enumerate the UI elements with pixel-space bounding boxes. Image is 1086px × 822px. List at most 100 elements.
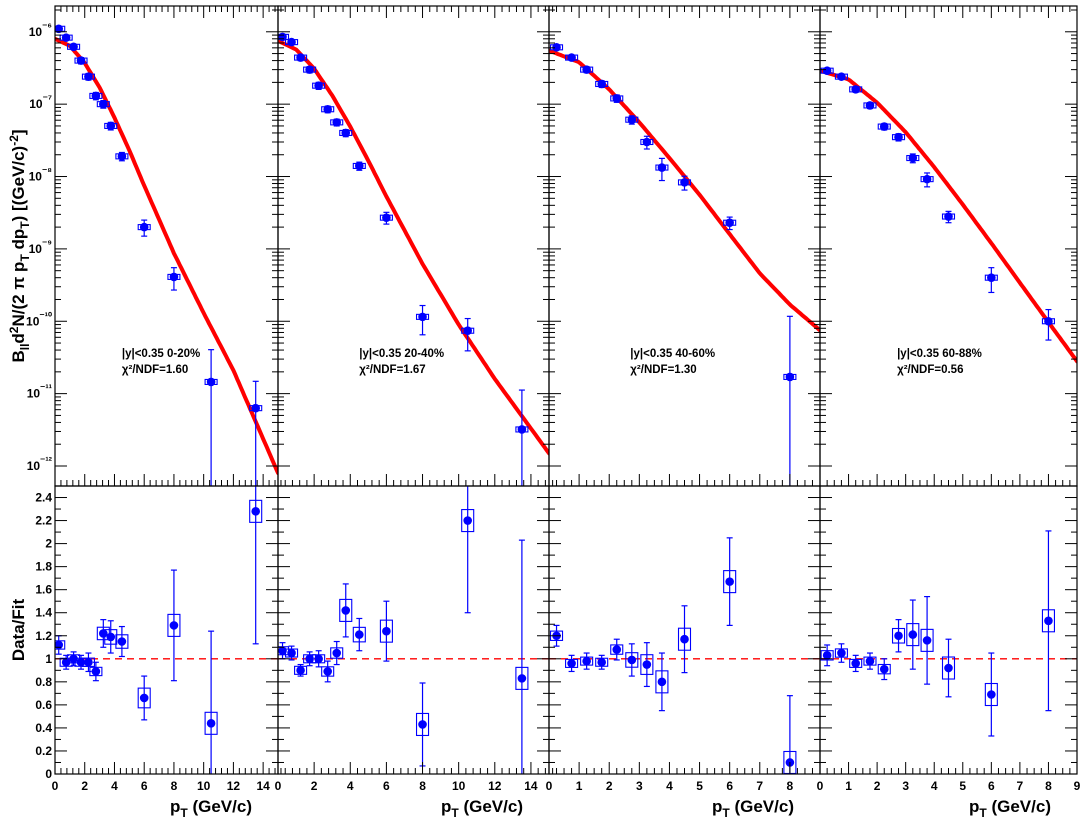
fit-curve [278,38,549,456]
plot-area [549,43,820,486]
x-tick-label: 6 [726,779,733,793]
panel-frame [819,5,1078,487]
data-point [106,121,116,131]
systematic-box [984,682,998,707]
x-tick-label: 0 [817,779,824,793]
data-point [463,516,473,525]
data-point [84,657,93,667]
panel-label-chi2: χ²/NDF=1.67 [359,364,425,376]
data-point [894,132,903,142]
data-point [837,648,846,658]
plot-area [820,530,1077,737]
panel-frame [54,485,279,775]
systematic-box [1041,609,1055,633]
panel-label-rapidity: |y|<0.35 60-88% [897,348,982,360]
fit-curve [55,36,278,475]
x-tick-label: 5 [959,779,966,793]
x-axis-label: pT (GeV/c) [712,797,794,820]
data-point [822,651,832,660]
y-tick-label: 0.8 [35,675,52,689]
data-point [382,213,391,222]
plot-area [55,486,278,774]
data-point [785,372,795,382]
y-tick-label: 10⁻¹¹ [27,384,53,401]
data-point [76,56,86,65]
x-tick-label: 3 [636,779,643,793]
y-tick-label: 0 [45,767,52,781]
spectrum-panel-1: 10⁻⁶ 10⁻⁷ 10⁻⁸ 10⁻⁹ 10⁻¹⁰ 10⁻¹¹ 10⁻¹² |y|<0.35 … [26,5,282,487]
data-point [582,656,591,666]
x-tick-label: 7 [1017,779,1024,793]
systematic-box [920,628,934,652]
data-point [355,630,364,639]
panel-label-chi2: χ²/NDF=1.60 [122,364,188,376]
y-axis-label-top: Blld2N/(2 π pT dpT) [(GeV/c)-2] [7,129,32,362]
data-point [627,115,637,124]
data-point [612,94,622,103]
data-point [1044,616,1053,626]
data-point [865,656,875,666]
systematic-box [515,666,529,690]
data-point [139,693,149,703]
data-point [837,72,846,81]
x-tick-label: 3 [902,779,909,793]
data-point [517,425,527,434]
data-point [305,654,314,664]
data-point [99,99,108,109]
panel-label-rapidity: |y|<0.35 20-40% [359,348,444,360]
x-tick-label: 7 [756,779,763,793]
y-tick-label: 10⁻⁸ [29,167,53,184]
systematic-box [625,652,639,668]
data-point [642,137,652,147]
systematic-box [379,619,393,643]
plot-area [820,66,1077,364]
data-point [323,104,332,114]
systematic-box [321,666,335,677]
data-point [332,118,342,127]
data-point [922,174,932,184]
data-point [657,677,667,687]
data-point [879,664,889,674]
systematic-box [891,627,906,644]
x-tick-label: 6 [383,779,390,793]
data-point [84,72,93,81]
x-tick-label: 10 [197,779,211,793]
y-tick-label: 1.6 [35,583,52,597]
x-tick-label: 14 [256,779,270,793]
spectrum-panel-2: |y|<0.35 20-40% χ²/NDF=1.67 [277,5,554,487]
data-point [627,655,637,665]
data-point [76,657,86,667]
data-point [91,91,101,101]
systematic-box [249,499,263,523]
data-point [944,212,953,221]
x-tick-label: 1 [576,779,583,793]
data-point [251,507,260,516]
data-point [1044,316,1053,326]
data-point [725,577,734,586]
data-point [341,128,351,138]
x-tick-label: 0 [546,779,553,793]
data-point [642,660,652,669]
data-point [987,273,996,282]
x-tick-label: 12 [227,779,241,793]
data-point [680,634,689,644]
x-tick-label: 6 [141,779,148,793]
data-point [355,161,364,171]
x-tick-label: 4 [931,779,938,793]
plot-area [55,24,278,486]
systematic-box [352,626,366,643]
y-tick-label: 2 [45,537,52,551]
panel-label-rapidity: |y|<0.35 0-20% [122,348,200,360]
y-tick-label: 10⁻⁷ [29,94,52,111]
y-axis-label-bottom: Data/Fit [9,598,28,661]
x-tick-label: 1 [845,779,852,793]
data-point [851,85,860,94]
data-point [597,79,606,89]
x-tick-label: 5 [696,779,703,793]
data-point [287,648,296,658]
systematic-box [461,509,475,533]
x-tick-label: 4 [347,779,354,793]
panel-frame [548,5,821,487]
data-point [822,66,832,75]
y-tick-label: 2.4 [35,491,52,505]
